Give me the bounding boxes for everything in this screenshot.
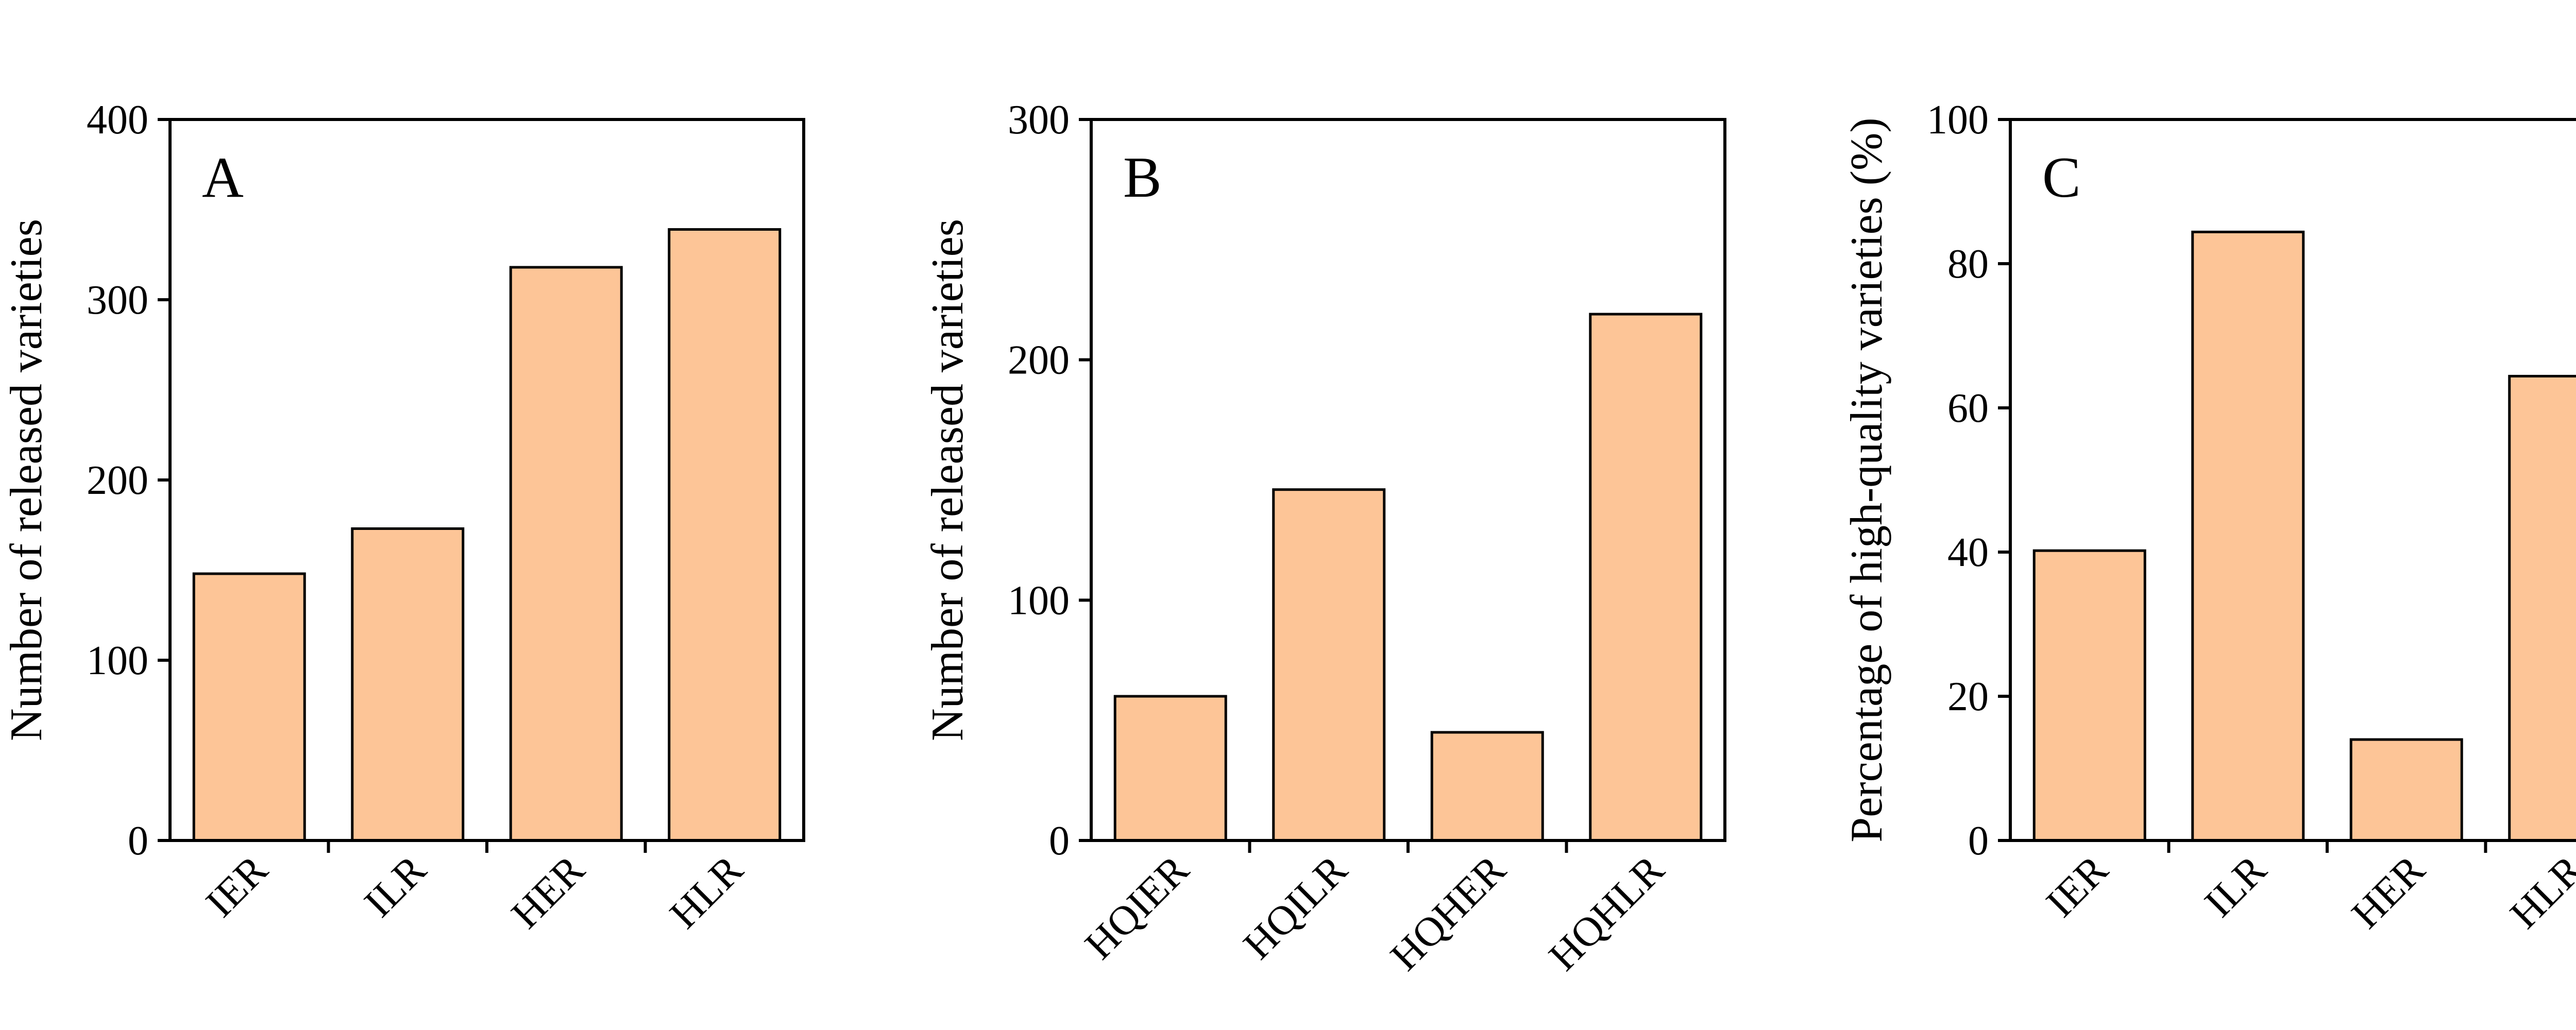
bar-ilr	[351, 527, 465, 842]
bar-hqier	[1113, 695, 1227, 842]
x-tick-label: HLR	[662, 847, 752, 937]
y-tick-label: 100	[87, 638, 148, 683]
y-tick-label: 0	[1968, 818, 1989, 864]
bar-hqhlr	[1589, 313, 1703, 842]
x-tick-label: HER	[503, 847, 594, 937]
bar-hlr	[668, 228, 782, 842]
y-tick-label: 0	[128, 818, 148, 864]
panel-c: 0 20 40 60 80 100 IER ILR HER HLR C Percentage of h…	[1842, 97, 2576, 937]
x-tick-label: ILR	[356, 847, 435, 926]
y-tick-label: 200	[87, 458, 148, 503]
y-tick-label: 100	[1008, 578, 1070, 623]
panel-label: B	[1123, 146, 1162, 210]
panel-b: 0 100 200 300 HQIER HQILR HQHER HQHLR B Number of…	[923, 97, 1726, 980]
x-tick-label: ILR	[2196, 847, 2276, 926]
x-tick-label: IER	[2038, 847, 2117, 926]
y-axis-title: Number of released varieties	[923, 219, 973, 741]
y-tick-label: 300	[1008, 97, 1070, 143]
x-tick-label: HQHLR	[1540, 847, 1673, 980]
bar-hqilr	[1272, 488, 1386, 842]
y-tick-label: 200	[1008, 338, 1070, 383]
y-tick-label: 60	[1947, 386, 1989, 431]
panel-a: 0 100 200 300 400 IER ILR HER HLR A Number of rele…	[2, 97, 805, 937]
y-axis-title: Number of released varieties	[2, 219, 52, 741]
x-tick-label: IER	[197, 847, 277, 926]
panel-label: A	[202, 146, 244, 210]
bar-hlr	[2508, 374, 2576, 842]
panel-label: C	[2042, 146, 2081, 210]
x-tick-label: HQHER	[1382, 847, 1515, 980]
y-axis-title: Percentage of high-quality varieties (%)	[1842, 117, 1892, 842]
y-tick-label: 100	[1927, 97, 1989, 143]
x-tick-label: HER	[2343, 847, 2434, 937]
x-tick-label: HQIER	[1076, 847, 1198, 968]
x-tick-label: HLR	[2502, 847, 2576, 937]
y-tick-label: 80	[1947, 242, 1989, 287]
bar-her	[509, 266, 623, 842]
bar-ilr	[2191, 230, 2305, 842]
x-tick-label: HQILR	[1235, 847, 1357, 968]
bar-her	[2349, 738, 2463, 842]
bar-ier	[2032, 549, 2146, 842]
bar-hqher	[1430, 731, 1544, 842]
bar-ier	[192, 572, 306, 842]
y-tick-label: 40	[1947, 530, 1989, 575]
y-tick-label: 20	[1947, 674, 1989, 719]
y-tick-label: 300	[87, 278, 148, 323]
y-tick-label: 0	[1049, 818, 1070, 864]
y-tick-label: 400	[87, 97, 148, 143]
